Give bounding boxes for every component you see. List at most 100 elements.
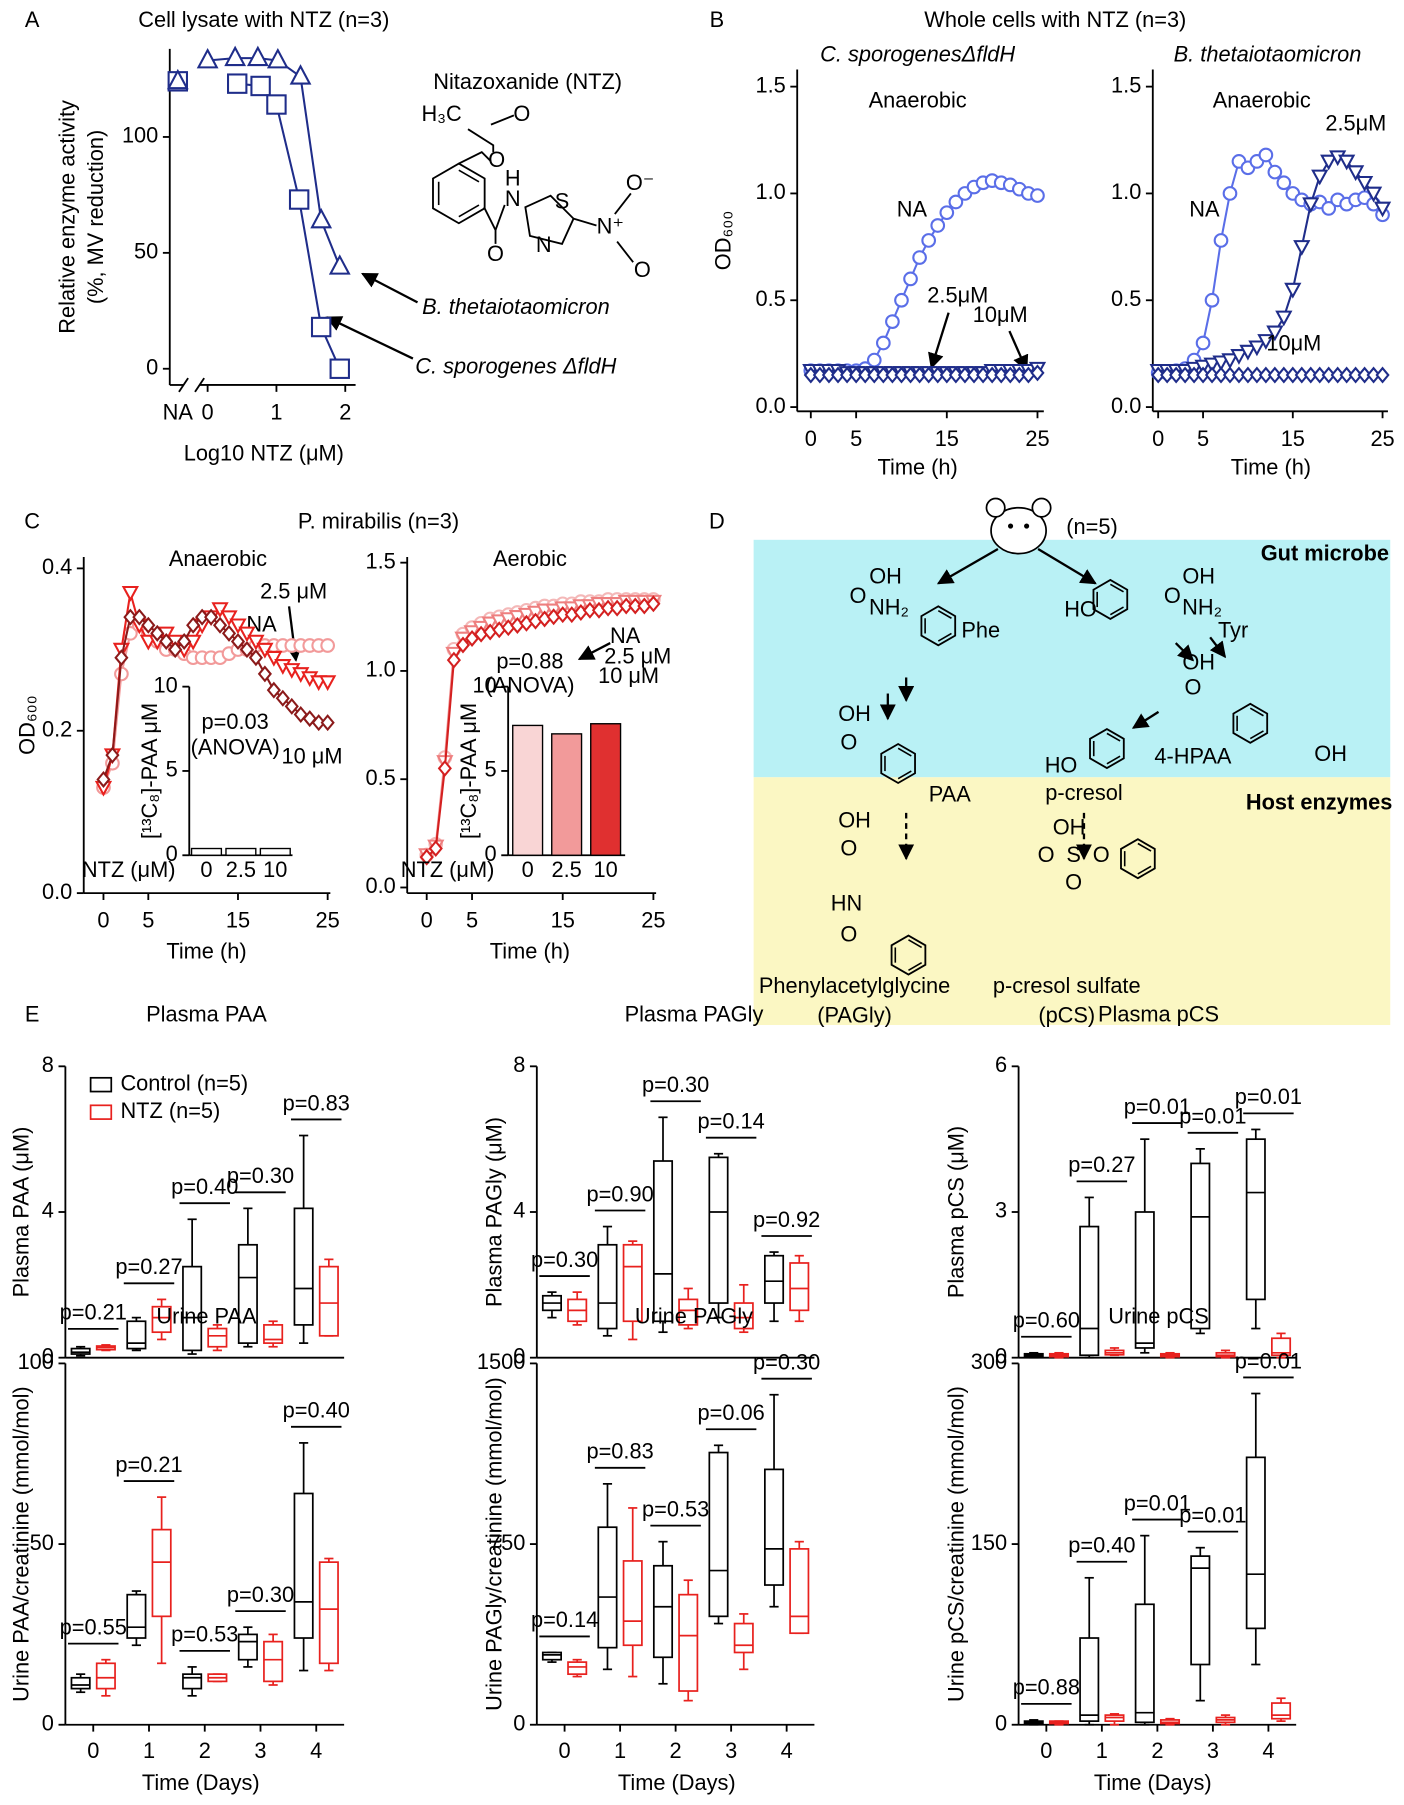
- box: [678, 1298, 699, 1326]
- chart-title: Plasma PAGly: [625, 1002, 764, 1027]
- x-axis-label: Time (h): [166, 939, 246, 964]
- atom-label: N: [505, 186, 521, 211]
- chart-subtitle: Anaerobic: [869, 87, 967, 112]
- x-tick-label: 5: [466, 908, 478, 933]
- y-tick-label: 0: [995, 1710, 1007, 1735]
- point: [1338, 154, 1356, 171]
- point: [1030, 188, 1045, 203]
- box: [70, 1347, 91, 1355]
- x-tick-label: 2.5: [552, 857, 582, 882]
- legend-label: Control (n=5): [120, 1070, 248, 1095]
- panel-title: P. mirabilis (n=3): [298, 508, 459, 533]
- point: [885, 366, 900, 384]
- annotation: (ANOVA): [485, 672, 574, 697]
- box: [151, 1528, 172, 1618]
- double-bond: [458, 169, 480, 183]
- p-value: p=0.01: [1124, 1490, 1191, 1515]
- point: [930, 366, 945, 384]
- x-tick-label: 2: [199, 1738, 211, 1763]
- bar: [512, 724, 544, 856]
- p-value: p=0.30: [227, 1582, 294, 1607]
- sample-size: (n=5): [1066, 514, 1117, 539]
- point: [132, 608, 147, 626]
- point: [320, 638, 336, 653]
- x-axis-label: Time (h): [1231, 454, 1311, 479]
- y-tick-label: 8: [42, 1052, 54, 1077]
- y-tick-label: 0: [42, 1710, 54, 1735]
- atom-label: HO: [1064, 597, 1097, 622]
- point: [1320, 154, 1338, 171]
- panel-title: Cell lysate with NTZ (n=3): [138, 7, 389, 32]
- atom-label: O: [1093, 842, 1110, 867]
- atom-label: NH₂: [869, 594, 909, 619]
- point: [555, 606, 570, 624]
- p-value: p=0.40: [283, 1398, 350, 1423]
- x-tick-label: 25: [316, 908, 340, 933]
- point: [948, 194, 964, 210]
- point: [903, 271, 918, 287]
- point: [876, 366, 891, 384]
- point: [912, 250, 927, 265]
- point: [830, 366, 846, 384]
- point: [994, 366, 1009, 384]
- point: [1375, 366, 1390, 384]
- box: [652, 1160, 674, 1323]
- point: [646, 595, 661, 613]
- point: [1195, 335, 1211, 351]
- series-label: 10 μM: [598, 663, 659, 688]
- box: [95, 1662, 116, 1690]
- point: [1222, 186, 1238, 201]
- point: [159, 632, 174, 650]
- p-value: p=0.88: [1013, 1675, 1080, 1700]
- point: [1258, 147, 1274, 163]
- x-tick-label: 5: [142, 908, 154, 933]
- y-axis-label: Plasma pCS (μM): [944, 1126, 969, 1298]
- point: [582, 601, 598, 619]
- double-bond: [897, 770, 912, 780]
- p-value: p=0.30: [753, 1350, 820, 1375]
- box: [622, 1560, 643, 1647]
- y-axis-label: Plasma PAA (μM): [9, 1127, 34, 1298]
- point: [211, 602, 229, 619]
- x-tick-label: 0: [1152, 426, 1164, 451]
- chart-subtitle: Anaerobic: [1213, 87, 1311, 112]
- bar: [190, 847, 223, 856]
- point: [1221, 353, 1239, 370]
- point: [966, 366, 982, 384]
- p-value: p=0.83: [283, 1090, 350, 1115]
- p-value: p=0.92: [753, 1207, 820, 1232]
- chart-title: Urine PAA: [156, 1303, 257, 1328]
- y-tick-label: 6: [995, 1052, 1007, 1077]
- atom-label: OH: [1182, 649, 1215, 674]
- double-bond: [937, 609, 952, 619]
- point: [168, 641, 183, 659]
- point: [265, 650, 283, 667]
- chart-title: Urine PAGly: [635, 1303, 753, 1328]
- x-tick-label: 4: [781, 1738, 793, 1763]
- atom-label: O: [840, 921, 857, 946]
- box: [1190, 1555, 1211, 1666]
- y-tick-label: 0: [166, 841, 178, 866]
- y-tick-label: 4: [513, 1198, 525, 1223]
- double-bond: [1137, 865, 1152, 875]
- point: [921, 366, 936, 384]
- point: [288, 189, 310, 210]
- y-tick-label: 5: [166, 757, 178, 782]
- point: [186, 616, 201, 634]
- point: [1030, 364, 1045, 382]
- point: [227, 73, 248, 94]
- y-tick-label: 0.0: [755, 393, 785, 418]
- p-value: p=0.40: [171, 1174, 238, 1199]
- atom-label: OH: [869, 563, 902, 588]
- point: [275, 689, 290, 707]
- x-tick-label: 2: [339, 399, 351, 424]
- y-tick-label: 1.5: [755, 72, 785, 97]
- box: [182, 1265, 203, 1352]
- point: [1373, 201, 1392, 218]
- box: [293, 1207, 314, 1326]
- double-bond: [1106, 755, 1121, 765]
- atom-label: O: [1038, 842, 1055, 867]
- y-axis-label: Relative enzyme activity: [55, 100, 80, 334]
- point: [266, 47, 289, 69]
